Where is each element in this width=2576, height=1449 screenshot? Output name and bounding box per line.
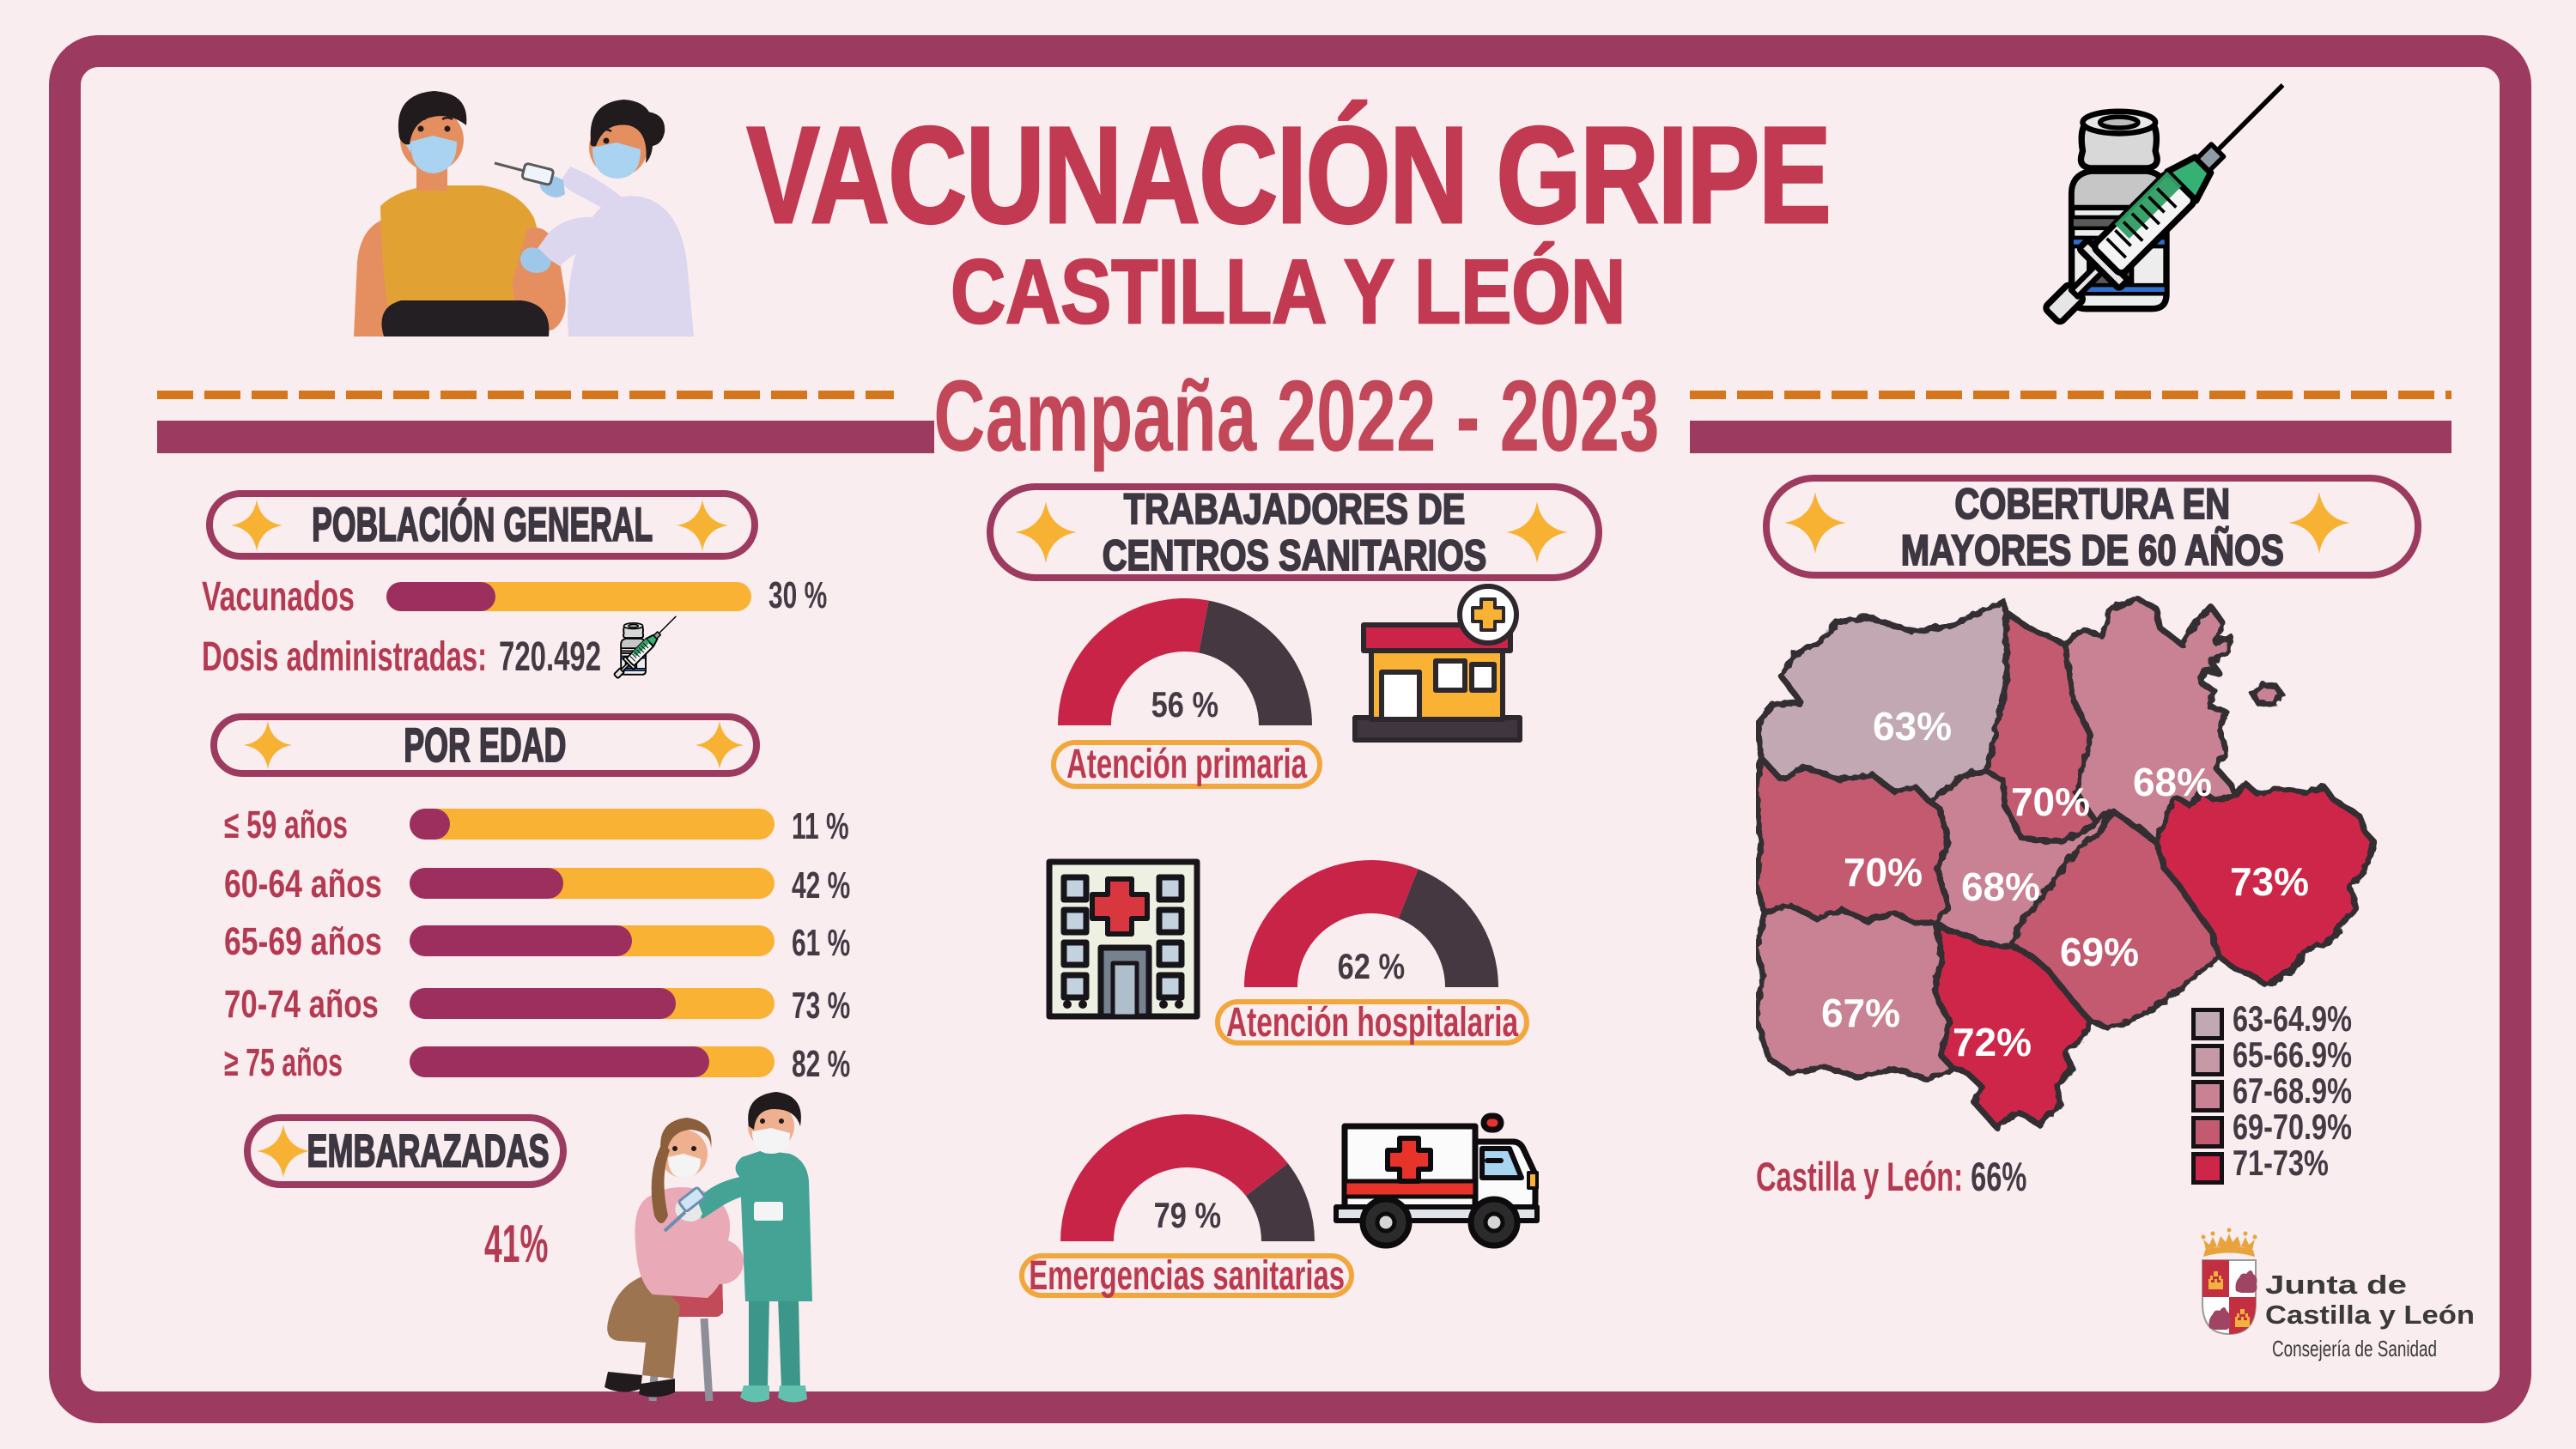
svg-text:67%: 67%	[1821, 991, 1900, 1035]
svg-text:70%: 70%	[2011, 779, 2090, 824]
svg-text:73%: 73%	[2230, 859, 2309, 904]
svg-text:68%: 68%	[1961, 864, 2040, 909]
svg-text:Consejería de Sanidad: Consejería de Sanidad	[2272, 1336, 2437, 1361]
svg-text:72%: 72%	[1953, 1020, 2032, 1064]
svg-text:68%: 68%	[2133, 760, 2212, 804]
svg-text:63%: 63%	[1873, 704, 1952, 749]
svg-text:69%: 69%	[2060, 930, 2139, 974]
svg-text:Junta de: Junta de	[2265, 1270, 2407, 1300]
svg-text:70%: 70%	[1844, 850, 1923, 894]
svg-text:Castilla y León: Castilla y León	[2265, 1300, 2475, 1330]
